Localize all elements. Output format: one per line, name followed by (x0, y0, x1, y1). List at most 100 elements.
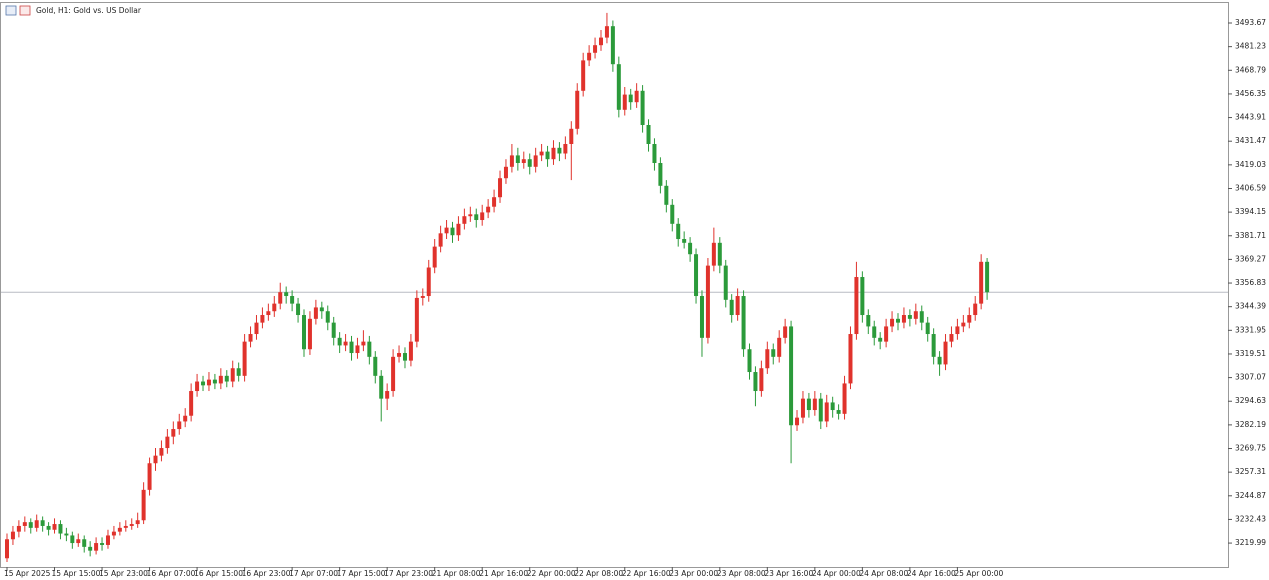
candle-body (177, 421, 182, 430)
candle-body (414, 297, 419, 342)
x-tick-label: 23 Apr 08:00 (717, 569, 766, 578)
candle-body (943, 341, 948, 365)
candle-body (533, 155, 538, 167)
candle-body (937, 356, 942, 365)
candle-body (397, 353, 402, 357)
candle-body (854, 277, 859, 335)
y-tick-label: 3219.99 (1235, 538, 1266, 547)
candle-body (622, 94, 627, 110)
candle-body (717, 242, 722, 266)
candle-body (272, 303, 277, 312)
x-tick-label: 15 Apr 15:00 (52, 569, 101, 578)
candle-body (486, 206, 491, 213)
candle-body (278, 292, 283, 304)
candle-body (872, 326, 877, 338)
candle-body (842, 383, 847, 414)
candle-body (171, 429, 176, 437)
candle-body (236, 368, 241, 376)
candle-body (961, 322, 966, 327)
candle-body (527, 159, 532, 167)
candle-body (266, 311, 271, 316)
candle-body (52, 524, 57, 530)
candle-body (800, 398, 805, 418)
candle-body (5, 539, 9, 559)
candle-body (557, 147, 562, 154)
candle-body (599, 37, 603, 46)
candle-body (468, 214, 473, 217)
chart-title: Gold, H1: Gold vs. US Dollar (36, 6, 142, 15)
candle-body (587, 52, 592, 61)
candle-body (581, 60, 586, 91)
candle-body (105, 535, 110, 545)
candle-body (420, 296, 425, 298)
x-tick-label: 16 Apr 15:00 (194, 569, 243, 578)
candle-body (70, 535, 75, 544)
y-tick-label: 3319.51 (1235, 349, 1266, 358)
candle-body (812, 398, 817, 411)
x-tick-label: 25 Apr 00:00 (954, 569, 1003, 578)
x-tick-label: 17 Apr 07:00 (289, 569, 338, 578)
candle-body (123, 525, 128, 528)
x-tick-label: 21 Apr 08:00 (432, 569, 481, 578)
candle-body (373, 356, 378, 376)
candle-body (747, 349, 752, 373)
x-tick-label: 21 Apr 16:00 (479, 569, 528, 578)
candle-body (296, 303, 301, 316)
candle-body (100, 543, 105, 545)
candle-body (973, 303, 978, 316)
candle-body (949, 334, 954, 342)
y-tick-label: 3232.43 (1235, 514, 1266, 523)
candle-body (147, 463, 152, 490)
x-tick-label: 22 Apr 08:00 (574, 569, 623, 578)
y-tick-label: 3344.39 (1235, 302, 1266, 311)
y-tick-label: 3257.31 (1235, 467, 1266, 476)
title-icon (5, 5, 31, 16)
candle-body (521, 159, 526, 164)
candle-body (349, 341, 354, 354)
candle-body (189, 391, 194, 416)
x-tick-label: 24 Apr 08:00 (859, 569, 908, 578)
y-tick-label: 3269.75 (1235, 444, 1266, 453)
candle-body (699, 296, 704, 338)
candle-body (907, 315, 912, 319)
candle-body (901, 315, 906, 323)
x-tick-label: 23 Apr 00:00 (669, 569, 718, 578)
candle-body (711, 242, 716, 266)
y-tick-label: 3431.47 (1235, 136, 1266, 145)
candle-body (658, 163, 663, 186)
candle-body (866, 315, 871, 327)
candle-body (284, 292, 289, 297)
candle-body (402, 353, 407, 361)
candle-body (206, 379, 211, 386)
candle-body (46, 525, 51, 530)
candle-body (753, 372, 758, 392)
candle-body (694, 254, 699, 297)
candle-body (563, 144, 568, 154)
candle-body (438, 233, 443, 247)
candle-body (302, 315, 306, 350)
candle-body (290, 296, 295, 304)
candle-body (795, 417, 800, 426)
candle-body (628, 94, 633, 103)
candle-body (931, 334, 936, 357)
x-tick-label: 24 Apr 16:00 (907, 569, 956, 578)
y-tick-label: 3493.67 (1235, 18, 1266, 27)
candle-body (818, 398, 823, 422)
candle-body (34, 520, 39, 528)
candle-body (509, 155, 514, 167)
candle-body (919, 311, 924, 323)
candle-body (444, 227, 449, 234)
y-tick-label: 3443.91 (1235, 113, 1266, 122)
candle-body (10, 531, 15, 540)
candle-body (153, 455, 158, 464)
candle-body (783, 326, 788, 338)
candle-body (676, 223, 681, 240)
candle-body (670, 204, 675, 224)
candle-body (361, 341, 366, 346)
y-tick-label: 3307.07 (1235, 373, 1266, 382)
x-tick-label: 22 Apr 00:00 (527, 569, 576, 578)
candle-body (64, 533, 69, 536)
candle-body (94, 543, 99, 551)
candle-body (836, 410, 841, 414)
y-tick-label: 3419.03 (1235, 160, 1266, 169)
